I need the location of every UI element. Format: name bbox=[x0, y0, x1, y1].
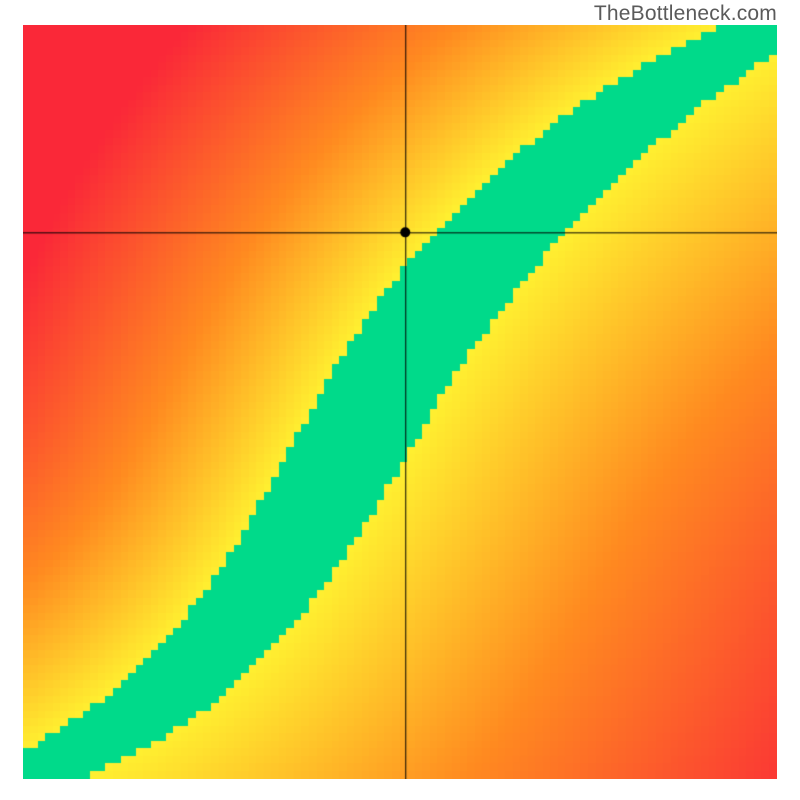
watermark-text: TheBottleneck.com bbox=[594, 2, 777, 26]
heatmap-canvas bbox=[23, 25, 777, 779]
chart-container: TheBottleneck.com bbox=[0, 0, 800, 800]
heatmap-plot bbox=[23, 25, 777, 779]
